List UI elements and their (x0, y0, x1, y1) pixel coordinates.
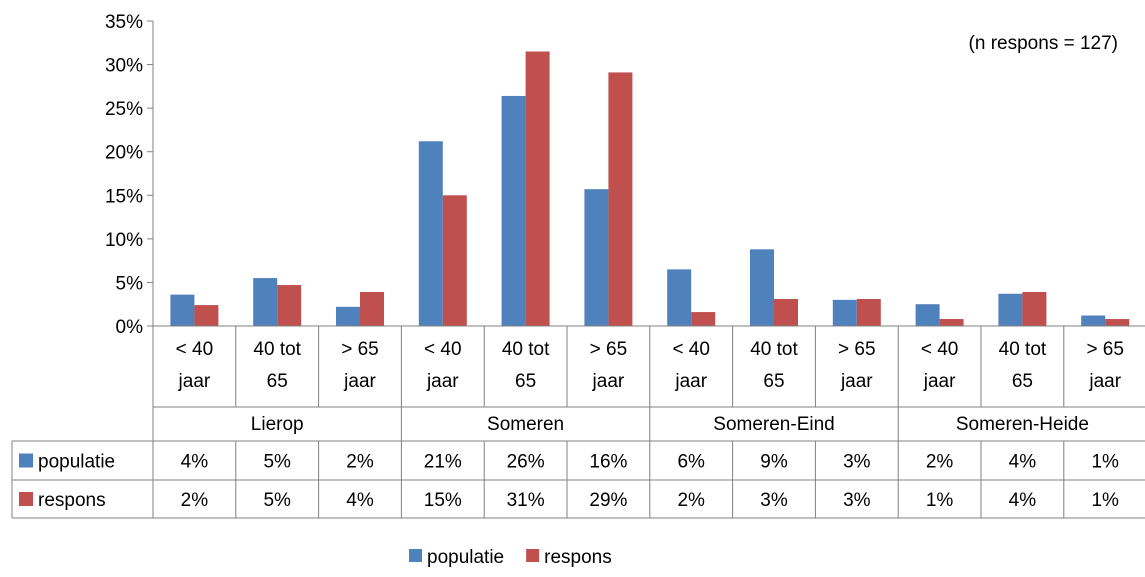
category-label: > 65 (341, 339, 379, 360)
bar-populatie (750, 249, 774, 326)
bar-respons (277, 285, 302, 326)
table-cell-value: 3% (760, 490, 788, 511)
category-label: < 40 (921, 339, 959, 360)
bar-populatie (501, 95, 526, 326)
bar-populatie (915, 304, 940, 326)
table-cell-value: 2% (677, 490, 705, 511)
category-label: 40 tot (502, 339, 550, 360)
bar-respons (939, 319, 964, 326)
bar-populatie (418, 141, 443, 326)
y-tick-label: 0% (116, 317, 144, 338)
table-cell-value: 1% (1091, 490, 1119, 511)
bar-populatie (1081, 315, 1106, 326)
table-cell-value: 26% (507, 452, 545, 473)
table-cell-value: 31% (507, 490, 545, 511)
category-label: 40 tot (750, 339, 798, 360)
category-label: jaar (343, 371, 376, 392)
table-cell-value: 1% (1091, 452, 1119, 473)
category-label: jaar (840, 371, 873, 392)
y-tick-label: 25% (105, 99, 143, 120)
legend-swatch (526, 549, 540, 562)
bar-populatie (998, 293, 1023, 326)
category-label: 40 tot (999, 339, 1047, 360)
y-axis: 0% 5% 10% 15% 20% 25% 30% 35% (105, 12, 154, 338)
group-label: Someren-Heide (956, 414, 1089, 435)
row-series-name: respons (38, 490, 106, 511)
category-label: jaar (1088, 371, 1121, 392)
y-tick-label: 20% (105, 143, 143, 164)
category-label: < 40 (424, 339, 462, 360)
bar-populatie (253, 278, 278, 326)
sample-size-annotation: (n respons = 127) (969, 33, 1118, 54)
table-cell-value: 15% (424, 490, 462, 511)
bar-populatie (336, 306, 360, 326)
y-tick-label: 15% (105, 186, 143, 207)
bar-respons (194, 305, 219, 326)
y-tick-label: 5% (116, 273, 144, 294)
category-label: 65 (1012, 371, 1033, 392)
table-cell-value: 4% (346, 490, 374, 511)
table-cell-value: 4% (1009, 490, 1037, 511)
bar-respons (1022, 292, 1047, 326)
legend-swatch (409, 549, 422, 562)
category-label: < 40 (176, 339, 214, 360)
category-label: < 40 (672, 339, 710, 360)
table-cell-value: 4% (1009, 452, 1037, 473)
category-label: jaar (674, 371, 707, 392)
table-cell-value: 1% (926, 490, 954, 511)
category-label: > 65 (1086, 339, 1124, 360)
bar-respons (608, 72, 633, 327)
group-label: Someren (487, 414, 564, 435)
data-table: < 40 jaar 40 tot 65 > 65 jaar < 40 jaar 40 tot 65… (11, 325, 1145, 519)
table-cell-value: 6% (677, 452, 705, 473)
table-cell-value: 3% (843, 452, 871, 473)
bar-populatie (584, 189, 609, 326)
table-cell-value: 2% (346, 452, 374, 473)
bar-respons (691, 312, 716, 326)
table-cell-value: 3% (843, 490, 871, 511)
bar-respons (1105, 319, 1130, 326)
table-cell-value: 16% (589, 452, 627, 473)
bar-populatie (832, 299, 857, 326)
table-cell-value: 5% (263, 452, 291, 473)
bar-respons (774, 298, 798, 326)
row-key-swatch (19, 453, 33, 468)
table-cell-value: 2% (926, 452, 954, 473)
legend: populatie respons (409, 547, 612, 568)
category-label: jaar (178, 371, 211, 392)
bar-respons (360, 292, 384, 326)
category-label: jaar (592, 371, 625, 392)
bar-respons (525, 51, 550, 326)
bars (170, 51, 1130, 327)
group-label: Lierop (251, 414, 304, 435)
table-cell-value: 29% (589, 490, 627, 511)
category-label: > 65 (838, 339, 876, 360)
row-series-name: populatie (38, 452, 115, 473)
category-label: 40 tot (253, 339, 301, 360)
legend-label: respons (544, 547, 612, 568)
category-label: 65 (763, 371, 784, 392)
category-label: 65 (267, 371, 288, 392)
bar-populatie (667, 269, 692, 326)
y-tick-label: 35% (105, 12, 143, 33)
group-label: Someren-Eind (713, 414, 834, 435)
category-label: jaar (426, 371, 459, 392)
y-tick-label: 10% (105, 230, 143, 251)
table-cell-value: 4% (181, 452, 209, 473)
bar-respons (442, 195, 467, 326)
category-label: > 65 (590, 339, 628, 360)
bar-populatie (170, 294, 195, 326)
bar-respons (856, 298, 881, 326)
table-cell-value: 5% (263, 490, 291, 511)
category-label: 65 (515, 371, 536, 392)
legend-label: populatie (427, 547, 504, 568)
y-tick-label: 30% (105, 56, 143, 77)
table-cell-value: 2% (181, 490, 209, 511)
table-cell-value: 9% (760, 452, 788, 473)
category-label: jaar (923, 371, 956, 392)
row-key-swatch (19, 492, 33, 506)
table-cell-value: 21% (424, 452, 462, 473)
